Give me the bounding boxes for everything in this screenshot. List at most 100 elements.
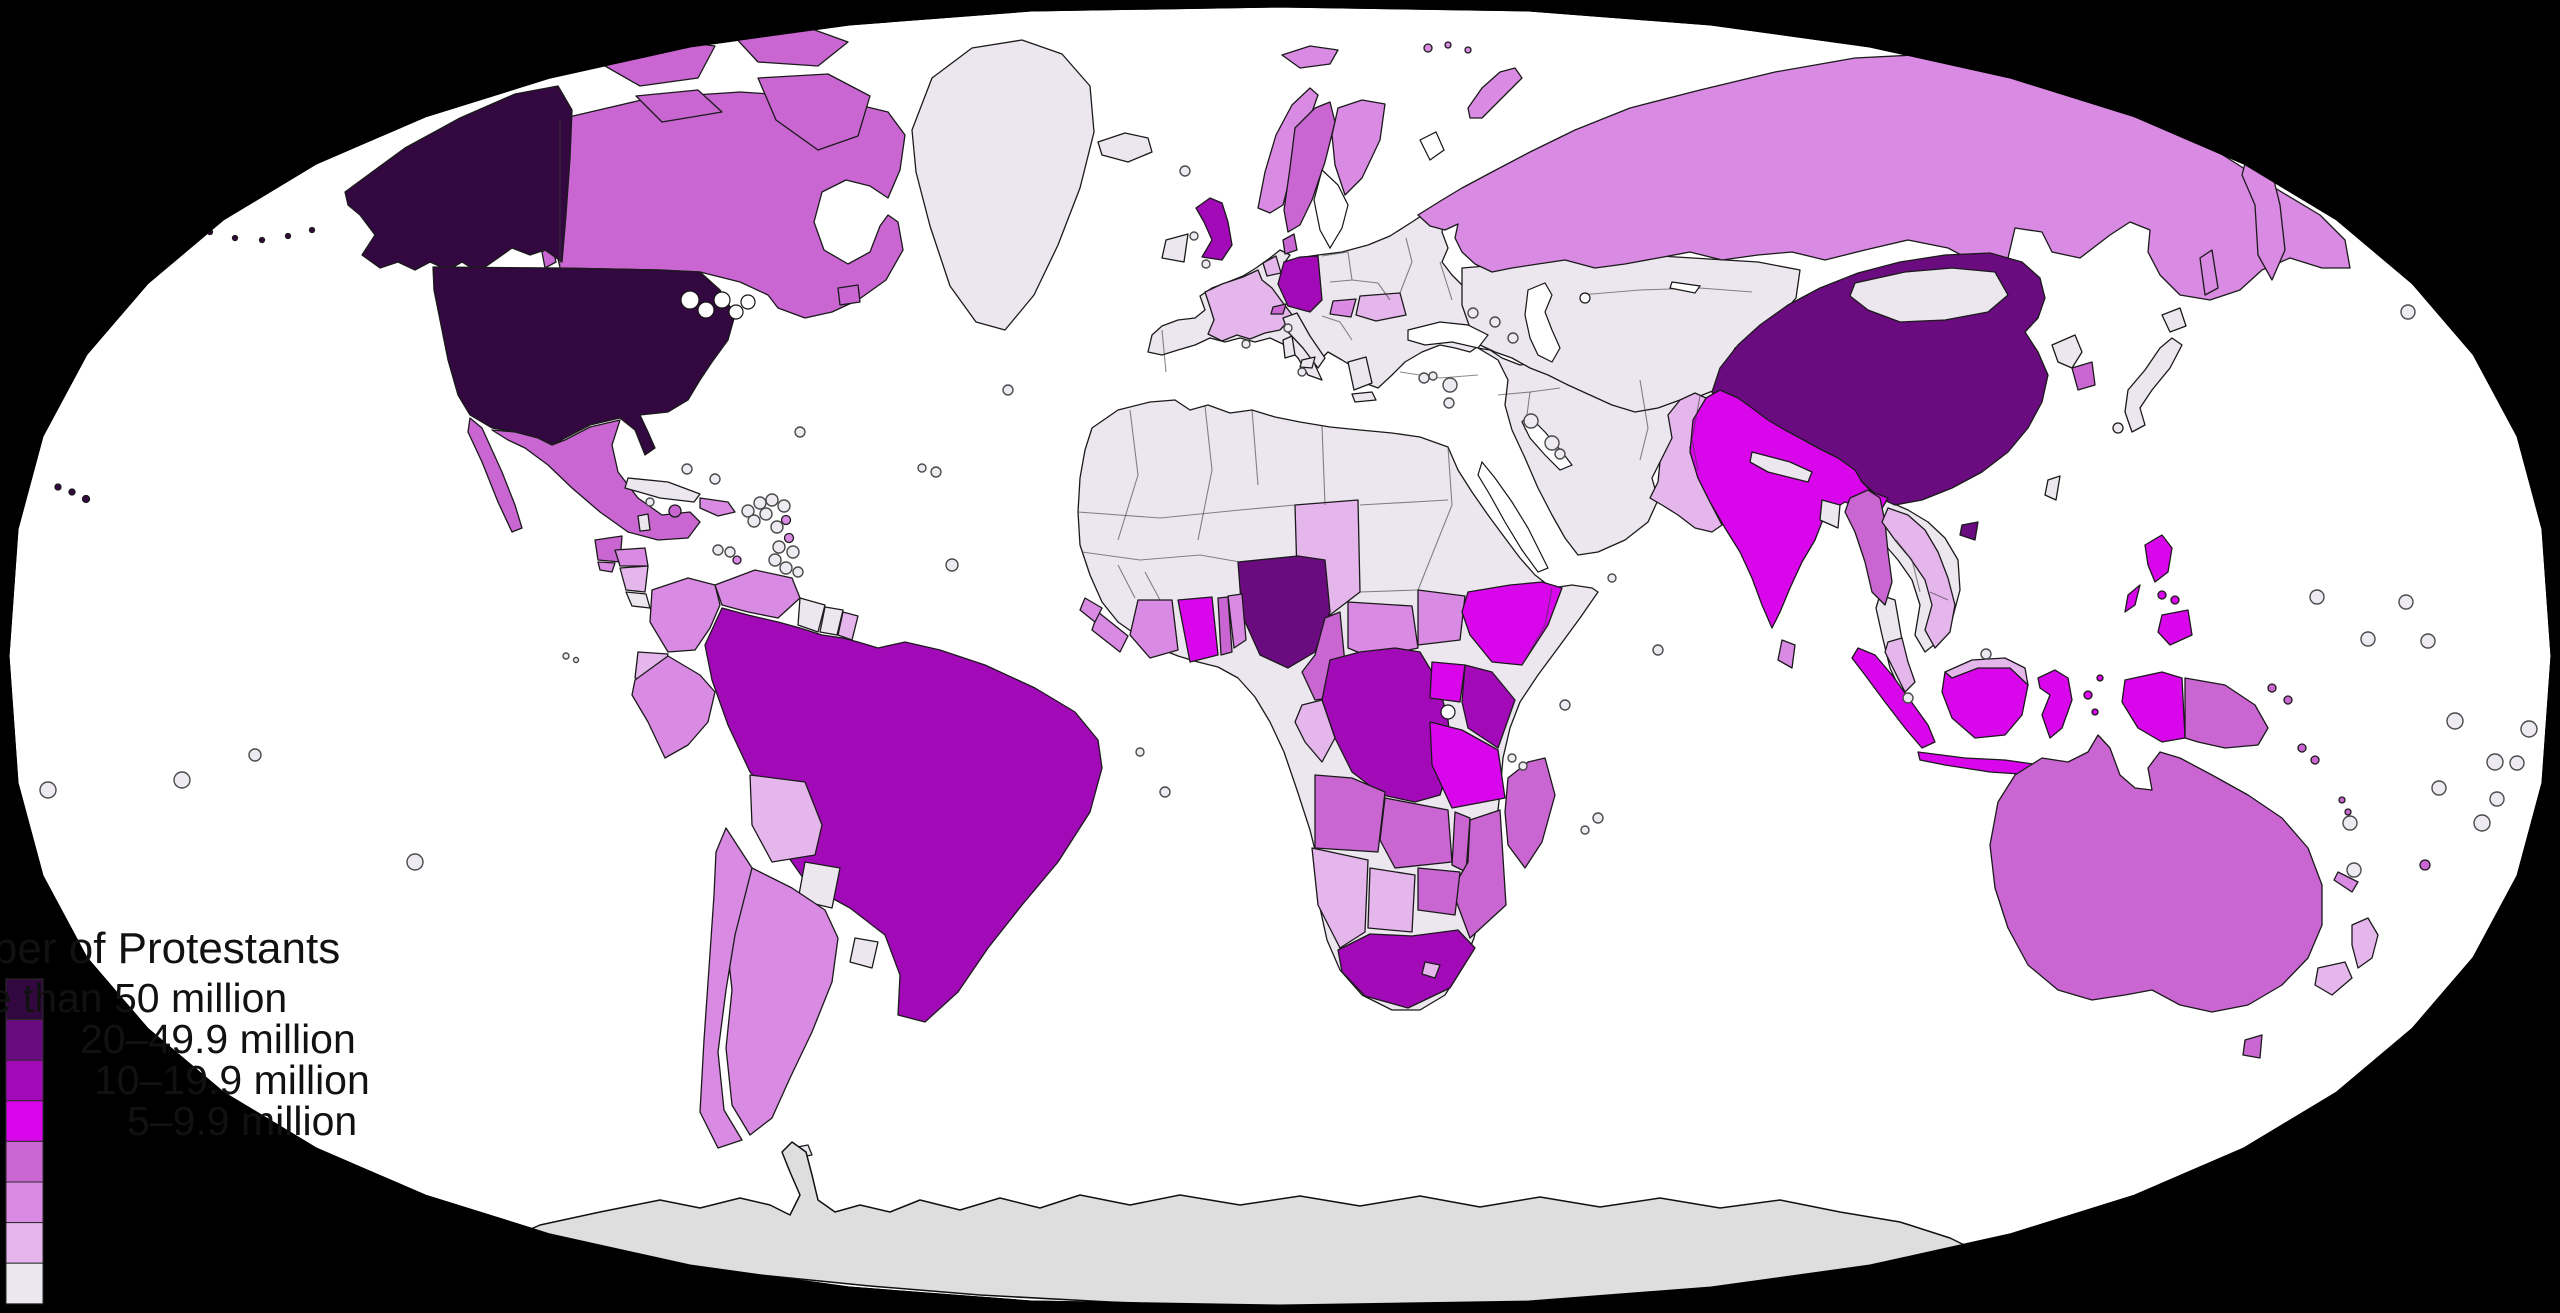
micronesia-islet <box>2360 631 2376 647</box>
micronesia-islet <box>2420 633 2436 649</box>
caucasus-islet <box>1507 332 1519 344</box>
pacific-islet <box>2486 753 2504 771</box>
country-border-line <box>1929 591 1949 601</box>
country-vietnam <box>1881 507 1956 649</box>
ascension-islet <box>1135 747 1145 757</box>
country-cote-divoire <box>1129 599 1179 659</box>
mauritius-islet <box>1592 812 1604 824</box>
country-botswana <box>1367 867 1416 933</box>
socotra-islet <box>1607 573 1617 583</box>
country-border-line <box>1077 504 1296 519</box>
country-bolivia <box>749 774 823 863</box>
country-cuba <box>624 477 701 503</box>
white-sea <box>1419 131 1445 161</box>
pacific-islet <box>248 748 262 762</box>
caucasus-islet <box>1489 316 1501 328</box>
country-svalbard <box>1281 45 1339 69</box>
country-border-line <box>1161 329 1167 373</box>
country-antarctica <box>487 1141 1986 1306</box>
legend-label-4: 5–9.9 million <box>127 1098 357 1144</box>
legend-swatch-1 <box>5 978 44 1021</box>
country-sri-lanka <box>1777 639 1796 669</box>
country-uganda <box>1429 661 1466 703</box>
aleutian-islet <box>308 226 316 234</box>
aral-sea <box>1579 292 1591 304</box>
country-el-salvador <box>597 561 616 573</box>
moluccas-islet <box>2096 674 2104 682</box>
country-philippines-luzon <box>2144 534 2173 583</box>
pacific-islet <box>2400 304 2416 320</box>
tonga-islet <box>2342 815 2358 831</box>
galapagos-islet <box>572 656 580 664</box>
country-ethiopia <box>1461 581 1563 666</box>
country-japan-honshu <box>2124 337 2183 433</box>
country-peru <box>631 655 716 759</box>
country-australia <box>1989 734 2323 1013</box>
country-border-line <box>1691 395 1701 471</box>
antilles-islet <box>759 507 773 521</box>
country-iceland <box>1097 132 1153 163</box>
country-usa-alaska <box>344 85 573 273</box>
country-italy-sicily <box>1299 356 1316 369</box>
aleutian-islet <box>284 232 292 240</box>
country-greece-crete <box>1351 391 1377 403</box>
country-denmark <box>1282 233 1298 255</box>
moluccas-islet <box>2091 708 2099 716</box>
caspian-sea <box>1524 282 1561 363</box>
country-uruguay <box>849 937 879 969</box>
country-china-hainan <box>1959 521 1979 541</box>
country-congo <box>1294 699 1336 763</box>
country-mexico <box>491 419 701 541</box>
vanuatu-islet <box>2338 796 2346 804</box>
country-ireland <box>1161 233 1189 263</box>
png-islet <box>2267 683 2277 693</box>
country-japan-hokkaido <box>2161 307 2187 333</box>
country-south-africa <box>1337 929 1476 1009</box>
isle-of-man-islet <box>1189 231 1199 241</box>
pacific-islet <box>173 771 191 789</box>
legend-swatch-3 <box>5 1059 44 1102</box>
antilles-islet <box>768 553 782 567</box>
uae-islet <box>1554 448 1566 460</box>
country-new-zealand-north <box>2351 917 2379 969</box>
franz-josef-islet <box>1444 41 1452 49</box>
comoros-islet <box>1518 761 1528 771</box>
visayas-islet <box>2157 590 2167 600</box>
singapore-islet <box>1902 692 1914 704</box>
country-sierra-leone <box>1079 597 1103 623</box>
galapagos-islet <box>562 652 570 660</box>
country-canada-baffin <box>757 73 871 151</box>
pacific-islet <box>39 781 57 799</box>
legend-swatch-8 <box>5 1262 44 1305</box>
antilles-islet <box>779 561 793 575</box>
st-helena-islet <box>1159 786 1171 798</box>
country-myanmar <box>1844 489 1893 606</box>
antilles-islet-fr <box>780 514 792 526</box>
projection-frame-outline <box>6 4 2554 1308</box>
hawaii-islet <box>68 488 76 496</box>
abc-islet <box>712 544 724 556</box>
country-australia-tasmania <box>2242 1034 2263 1059</box>
country-ghana <box>1177 596 1219 663</box>
antilles-islet <box>765 493 779 507</box>
country-namibia <box>1311 847 1369 949</box>
country-indonesia-sulawesi <box>2037 669 2073 739</box>
country-indonesia-sumatra <box>1851 647 1936 749</box>
country-nigeria <box>1237 555 1331 669</box>
legend: Number of Protestants More than 50 milli… <box>0 924 370 1305</box>
country-paraguay <box>797 861 841 909</box>
antilles-islet <box>792 566 804 578</box>
country-south-sudan <box>1417 589 1466 646</box>
moluccas-islet <box>2083 690 2093 700</box>
abc-islet-colored <box>732 555 742 565</box>
country-greenland <box>911 39 1095 331</box>
country-sweden <box>1283 101 1336 233</box>
pacific-islet <box>2520 720 2538 738</box>
antilles-islet-fr <box>783 532 795 544</box>
country-russia-sakhalin <box>2199 249 2219 296</box>
franz-josef-islet <box>1464 46 1472 54</box>
country-border-line <box>1321 251 1353 283</box>
country-border-line <box>1197 405 1213 541</box>
country-north-korea <box>2051 334 2083 369</box>
